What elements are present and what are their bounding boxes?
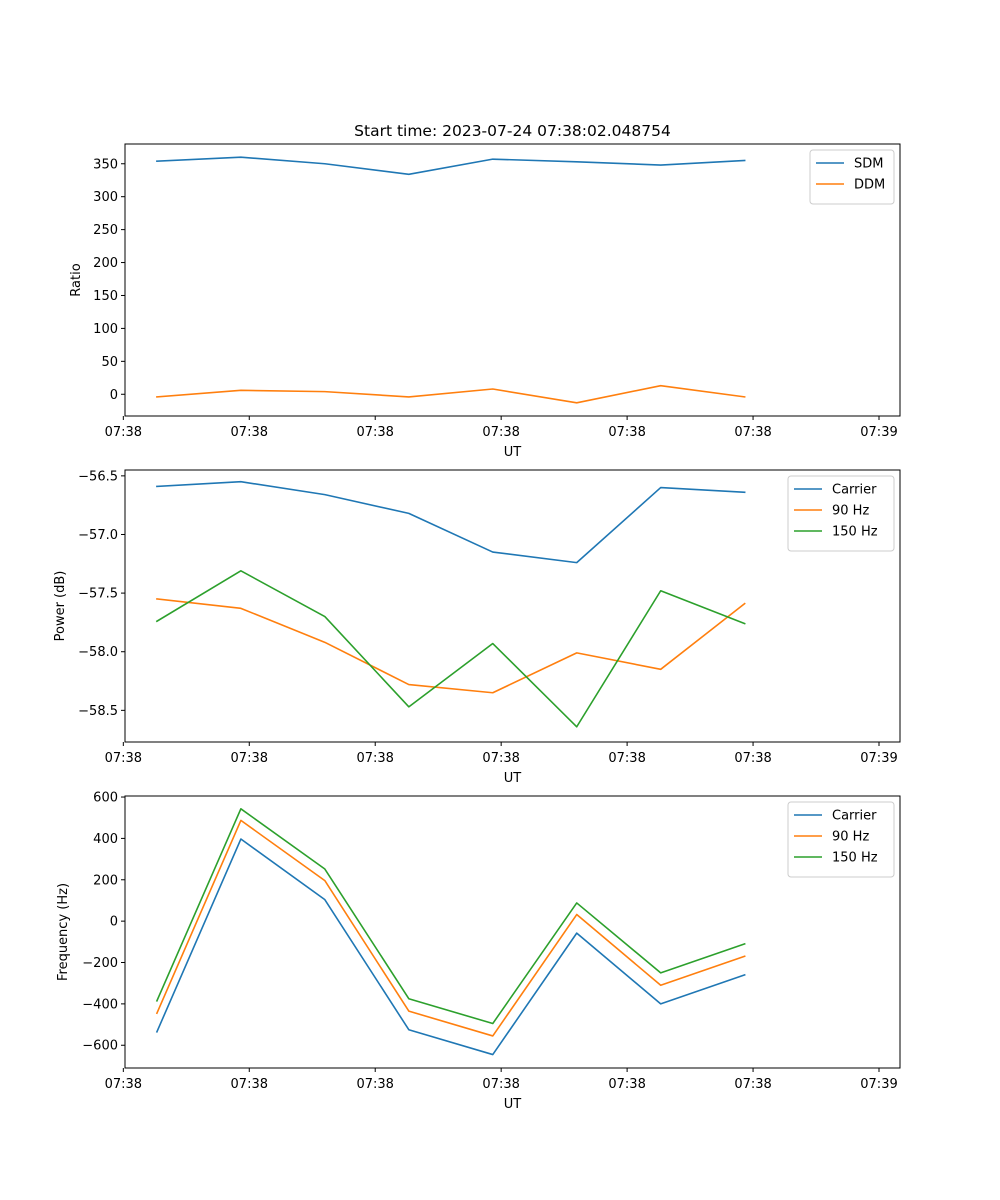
ratio-x-tick-label: 07:38 xyxy=(356,425,393,440)
frequency-x-axis-label: UT xyxy=(504,1097,522,1112)
frequency-axes-frame xyxy=(124,795,901,1069)
frequency-series-line-90-hz xyxy=(155,819,746,1037)
ratio-legend: SDM DDM xyxy=(809,149,895,205)
frequency-legend-box xyxy=(787,801,895,878)
power-plot-area: 07:38 07:38 07:38 07:38 07:38 07:38 07:39 −58.5… xyxy=(78,469,901,766)
ratio-y-tick-label: 200 xyxy=(93,256,118,271)
frequency-legend-label: Carrier xyxy=(832,809,877,824)
frequency-x-tick-label: 07:38 xyxy=(231,1077,268,1092)
frequency-subplot: 07:38 07:38 07:38 07:38 07:38 07:38 07:39 −600 −… xyxy=(56,791,901,1112)
ratio-legend-label: SDM xyxy=(854,157,883,172)
power-legend-label: Carrier xyxy=(832,483,877,498)
ratio-y-tick-label: 300 xyxy=(93,190,118,205)
power-x-tick-label: 07:38 xyxy=(231,751,268,766)
power-y-tick-label: −56.5 xyxy=(78,469,118,484)
frequency-x-tick-label: 07:38 xyxy=(105,1077,142,1092)
frequency-series-line-carrier xyxy=(155,838,746,1056)
ratio-x-tick-label: 07:38 xyxy=(608,425,645,440)
frequency-x-tick-label: 07:38 xyxy=(608,1077,645,1092)
frequency-y-axis-label: Frequency (Hz) xyxy=(56,883,71,981)
power-x-tick-label: 07:39 xyxy=(860,751,897,766)
power-series-line-150-hz xyxy=(155,570,746,728)
frequency-x-tick-label: 07:38 xyxy=(734,1077,771,1092)
power-x-axis-label: UT xyxy=(504,771,522,786)
power-y-tick-label: −58.5 xyxy=(78,704,118,719)
power-x-tick-label: 07:38 xyxy=(482,751,519,766)
ratio-y-tick-label: 0 xyxy=(110,388,118,403)
frequency-plot-area: 07:38 07:38 07:38 07:38 07:38 07:38 07:39 −600 −… xyxy=(82,791,901,1092)
frequency-x-tick-label: 07:39 xyxy=(860,1077,897,1092)
ratio-axes-frame xyxy=(124,143,901,417)
power-x-tick-label: 07:38 xyxy=(608,751,645,766)
power-series-line-90-hz xyxy=(156,598,746,694)
frequency-legend: Carrier 90 Hz 150 Hz xyxy=(787,801,895,878)
frequency-series-line-150-hz xyxy=(155,808,746,1025)
frequency-y-tick-label: −400 xyxy=(82,997,118,1012)
power-legend: Carrier 90 Hz 150 Hz xyxy=(787,475,895,552)
ratio-x-axis-label: UT xyxy=(504,445,522,460)
frequency-y-tick-label: 400 xyxy=(93,832,118,847)
ratio-series-line-ddm xyxy=(156,384,746,404)
ratio-y-tick-label: 100 xyxy=(93,322,118,337)
power-legend-label: 90 Hz xyxy=(832,504,869,519)
power-y-tick-label: −58.0 xyxy=(78,645,118,660)
ratio-y-tick-label: 150 xyxy=(93,289,118,304)
frequency-legend-label: 150 Hz xyxy=(832,851,878,866)
frequency-y-tick-label: 200 xyxy=(93,873,118,888)
power-series-line-carrier xyxy=(156,480,746,564)
power-legend-label: 150 Hz xyxy=(832,525,878,540)
ratio-y-tick-label: 50 xyxy=(101,355,118,370)
power-x-tick-label: 07:38 xyxy=(734,751,771,766)
frequency-x-tick-label: 07:38 xyxy=(482,1077,519,1092)
frequency-y-tick-label: −600 xyxy=(82,1039,118,1054)
power-subplot: 07:38 07:38 07:38 07:38 07:38 07:38 07:39 −58.5… xyxy=(53,469,901,786)
ratio-plot-area: 07:38 07:38 07:38 07:38 07:38 07:38 07:39 0 50 10… xyxy=(93,143,901,440)
power-legend-box xyxy=(787,475,895,552)
ratio-y-tick-label: 250 xyxy=(93,223,118,238)
power-y-axis-label: Power (dB) xyxy=(53,571,68,642)
power-y-tick-label: −57.0 xyxy=(78,528,118,543)
power-x-tick-label: 07:38 xyxy=(105,751,142,766)
frequency-y-tick-label: 0 xyxy=(110,915,118,930)
frequency-x-tick-label: 07:38 xyxy=(356,1077,393,1092)
power-x-tick-label: 07:38 xyxy=(356,751,393,766)
ratio-x-tick-label: 07:38 xyxy=(231,425,268,440)
power-axes-frame xyxy=(124,469,901,743)
frequency-y-tick-label: −200 xyxy=(82,956,118,971)
ratio-subplot: Start time: 2023-07-24 07:38:02.048754 0… xyxy=(69,122,901,460)
ratio-y-axis-label: Ratio xyxy=(69,263,84,296)
power-y-tick-label: −57.5 xyxy=(78,587,118,602)
chart-title: Start time: 2023-07-24 07:38:02.048754 xyxy=(354,122,671,140)
ratio-legend-label: DDM xyxy=(854,178,885,193)
frequency-y-tick-label: 600 xyxy=(93,791,118,806)
ratio-x-tick-label: 07:38 xyxy=(482,425,519,440)
ratio-x-tick-label: 07:38 xyxy=(105,425,142,440)
ratio-x-tick-label: 07:39 xyxy=(860,425,897,440)
ratio-x-tick-label: 07:38 xyxy=(734,425,771,440)
ratio-y-tick-label: 350 xyxy=(93,157,118,172)
frequency-legend-label: 90 Hz xyxy=(832,830,869,845)
ratio-series-line-sdm xyxy=(156,156,746,176)
